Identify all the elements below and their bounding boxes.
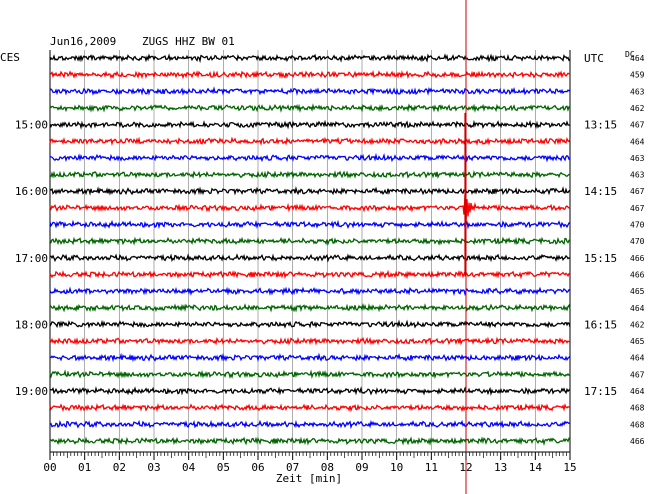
trace-4: [50, 122, 570, 127]
header-date: Jun16,2009: [50, 35, 116, 48]
left-time-label: 15:00: [15, 119, 48, 132]
right-time-label: 16:15: [584, 318, 617, 331]
trace-21: [50, 405, 570, 410]
trace-16: [50, 322, 570, 327]
left-time-label: 17:00: [15, 252, 48, 265]
trace-0: [50, 55, 570, 60]
dc-offset-label: 470: [630, 237, 645, 246]
dc-offset-label: 464: [630, 137, 645, 146]
x-tick-label: 00: [43, 461, 56, 474]
dc-offset-label: 467: [630, 187, 645, 196]
dc-offset-label: 470: [630, 221, 645, 230]
dc-offset-label: 462: [630, 104, 645, 113]
dc-offset-label: 463: [630, 171, 645, 180]
x-tick-label: 13: [494, 461, 507, 474]
trace-9: [50, 195, 570, 224]
left-time-labels: 15:00 16:00 17:00 18:00 19:00: [15, 119, 48, 398]
header-station: ZUGS HHZ BW 01: [142, 35, 235, 48]
event-marker: [465, 0, 466, 494]
dc-offset-label: 467: [630, 204, 645, 213]
trace-5: [50, 139, 570, 144]
dc-offset-labels: 464 459 463 462 467 464 463 463 467 467 470 470 466 4…: [630, 54, 645, 446]
dc-offset-label: 459: [630, 71, 645, 80]
dc-offset-label: 462: [630, 320, 645, 329]
x-tick-label: 15: [563, 461, 576, 474]
dc-offset-label: 463: [630, 87, 645, 96]
dc-offset-label: 464: [630, 54, 645, 63]
dc-offset-label: 467: [630, 121, 645, 130]
dc-offset-label: 468: [630, 404, 645, 413]
x-tick-label: 02: [113, 461, 126, 474]
trace-10: [50, 222, 570, 227]
trace-17: [50, 338, 570, 343]
dc-offset-label: 465: [630, 337, 645, 346]
x-tick-label: 10: [390, 461, 403, 474]
trace-1: [50, 72, 570, 77]
trace-6: [50, 155, 570, 160]
right-time-label: UTC: [584, 52, 604, 65]
x-tick-label: 04: [182, 461, 196, 474]
dc-offset-label: 466: [630, 437, 645, 446]
trace-13: [50, 272, 570, 277]
dc-offset-label: 466: [630, 270, 645, 279]
trace-22: [50, 422, 570, 428]
trace-12: [50, 255, 570, 261]
dc-offset-label: 464: [630, 304, 645, 313]
right-time-label: 15:15: [584, 252, 617, 265]
x-tick-label: 06: [251, 461, 264, 474]
right-time-label: 14:15: [584, 185, 617, 198]
x-tick-label: 11: [425, 461, 438, 474]
trace-23: [50, 438, 570, 443]
dc-offset-label: 468: [630, 420, 645, 429]
trace-18: [50, 355, 570, 360]
right-time-label: 13:15: [584, 119, 617, 132]
left-time-label: 16:00: [15, 185, 48, 198]
right-time-label: 17:15: [584, 385, 617, 398]
dc-offset-label: 464: [630, 387, 645, 396]
trace-11: [50, 238, 570, 243]
left-time-label: 19:00: [15, 385, 48, 398]
x-tick-label: 03: [147, 461, 160, 474]
trace-7: [50, 172, 570, 177]
left-timezone-label: CES: [0, 51, 20, 64]
trace-15: [50, 305, 570, 311]
trace-8: [50, 188, 570, 193]
trace-3: [50, 105, 570, 110]
x-tick-label: 14: [529, 461, 543, 474]
left-time-label: 18:00: [15, 318, 48, 331]
trace-14: [50, 288, 570, 293]
trace-2: [50, 89, 570, 94]
trace-20: [50, 388, 570, 393]
dc-offset-label: 463: [630, 154, 645, 163]
dc-offset-label: 467: [630, 370, 645, 379]
x-tick-label: 01: [78, 461, 91, 474]
x-axis: 00 01 02 03 04 05 06 07 08 09 10 11 12 13 14 15: [43, 452, 576, 474]
dc-offset-label: 465: [630, 287, 645, 296]
right-time-labels: UTC 13:15 14:15 15:15 16:15 17:15: [584, 52, 617, 398]
x-tick-label: 09: [355, 461, 368, 474]
trace-lines: [50, 55, 570, 443]
dc-offset-label: 464: [630, 354, 645, 363]
trace-19: [50, 372, 570, 377]
dc-offset-label: 466: [630, 254, 645, 263]
x-tick-label: 05: [217, 461, 230, 474]
x-axis-label: Zeit [min]: [276, 472, 342, 485]
x-tick-label: 12: [459, 461, 472, 474]
